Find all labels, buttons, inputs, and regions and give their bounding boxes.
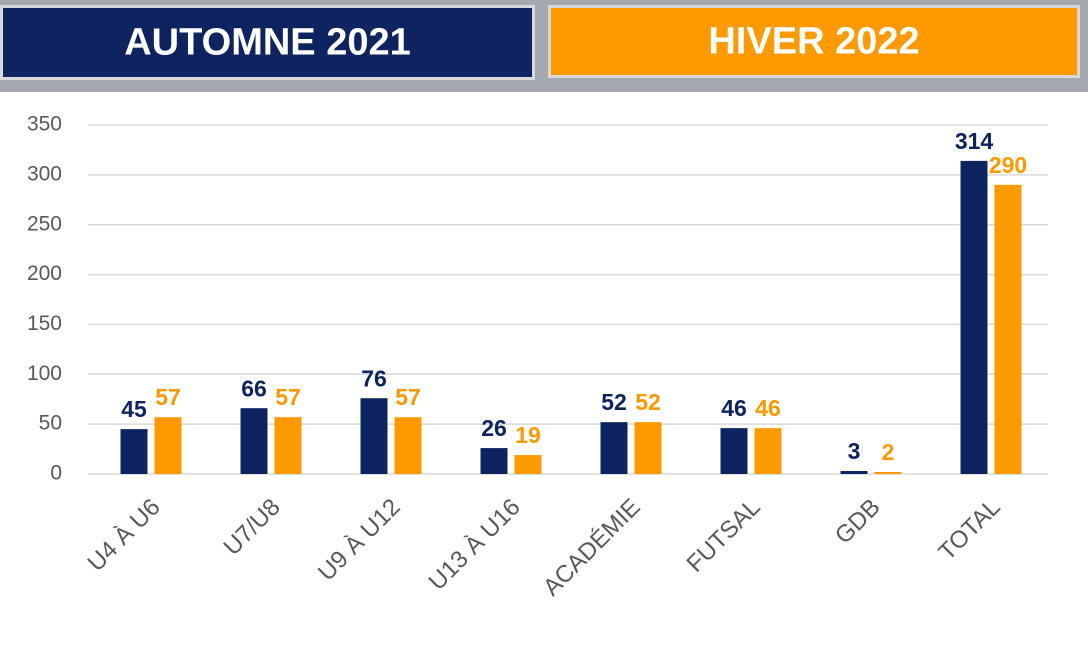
bar xyxy=(360,398,388,474)
y-tick-label: 0 xyxy=(50,462,62,485)
value-label: 46 xyxy=(755,395,781,421)
legend-box xyxy=(548,5,1080,78)
bar xyxy=(960,160,988,474)
value-label: 2 xyxy=(882,439,895,465)
y-tick-label: 200 xyxy=(27,262,62,285)
bar xyxy=(394,417,422,474)
value-label: 57 xyxy=(395,384,421,410)
value-label: 57 xyxy=(275,384,301,410)
value-label: 52 xyxy=(601,389,627,415)
bar xyxy=(274,417,302,474)
value-label: 290 xyxy=(989,152,1027,178)
plot-panel xyxy=(0,92,1088,671)
value-label: 76 xyxy=(361,365,387,391)
bar xyxy=(600,422,628,474)
y-tick-label: 300 xyxy=(27,162,62,185)
value-label: 3 xyxy=(848,438,861,464)
value-label: 52 xyxy=(635,389,661,415)
value-label: 57 xyxy=(155,384,181,410)
y-tick-label: 350 xyxy=(27,113,62,136)
bar xyxy=(480,448,508,474)
bar xyxy=(120,429,148,474)
bar xyxy=(240,408,268,474)
bar xyxy=(874,472,902,474)
legend-box xyxy=(0,5,535,80)
y-tick-label: 250 xyxy=(27,212,62,235)
bar xyxy=(994,184,1022,475)
bar xyxy=(720,428,748,474)
legend-label: AUTOMNE 2021 xyxy=(124,22,411,64)
y-tick-label: 150 xyxy=(27,312,62,335)
bar xyxy=(754,428,782,474)
value-label: 19 xyxy=(515,422,541,448)
y-tick-label: 100 xyxy=(27,362,62,385)
value-label: 66 xyxy=(241,375,267,401)
value-label: 26 xyxy=(481,415,507,441)
value-label: 314 xyxy=(955,128,994,154)
bar xyxy=(634,422,662,474)
y-tick-label: 50 xyxy=(39,412,62,435)
bar xyxy=(514,455,542,474)
bar xyxy=(154,417,182,474)
value-label: 45 xyxy=(121,396,147,422)
bar xyxy=(840,471,868,474)
value-label: 46 xyxy=(721,395,747,421)
legend-label: HIVER 2022 xyxy=(708,21,919,63)
